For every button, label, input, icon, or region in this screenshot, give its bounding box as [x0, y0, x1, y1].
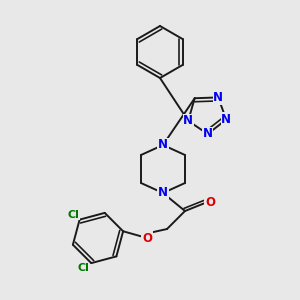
- Text: N: N: [183, 114, 193, 127]
- Text: N: N: [158, 187, 168, 200]
- Text: N: N: [213, 91, 223, 104]
- Text: O: O: [142, 232, 152, 244]
- Text: N: N: [203, 128, 213, 140]
- Text: N: N: [221, 113, 231, 126]
- Text: N: N: [158, 139, 168, 152]
- Text: Cl: Cl: [68, 210, 80, 220]
- Text: O: O: [205, 196, 215, 208]
- Text: Cl: Cl: [77, 263, 89, 273]
